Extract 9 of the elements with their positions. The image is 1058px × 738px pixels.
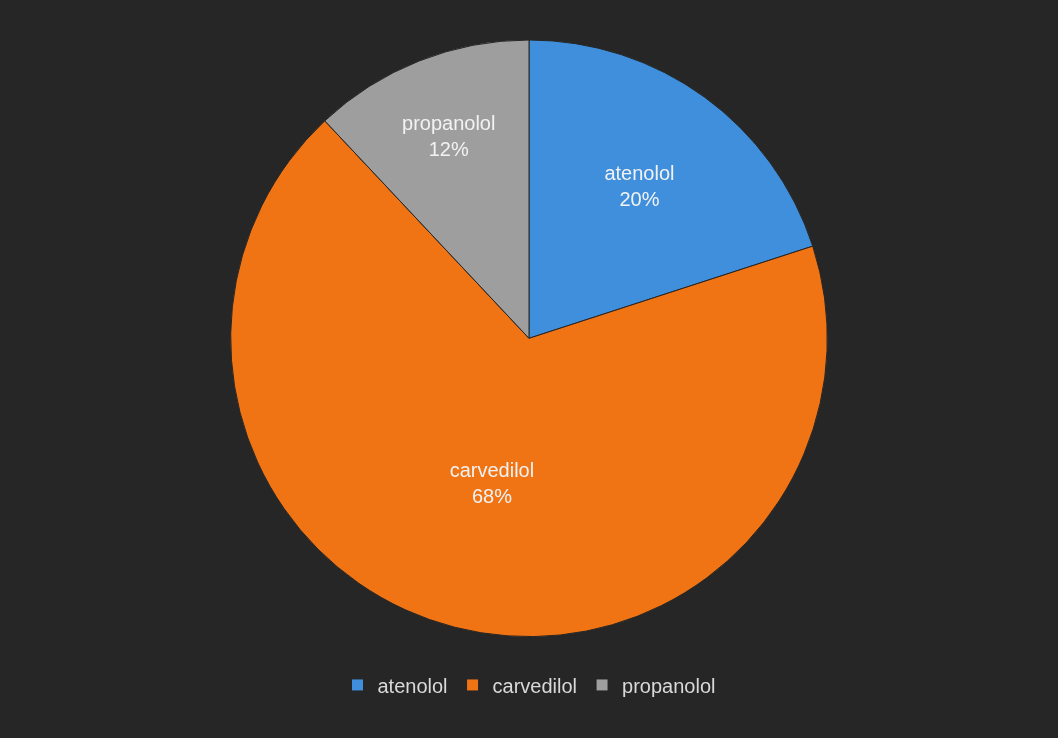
data-label: 20% [619, 188, 660, 211]
data-label: 12% [428, 137, 469, 160]
data-label: 68% [471, 484, 513, 507]
legend-label: carvedilol [492, 674, 578, 697]
slice-label: atenolol [604, 162, 675, 185]
slice-label: carvedilol [449, 458, 535, 481]
slice-label: propanolol [402, 111, 496, 134]
legend-label: atenolol [377, 674, 448, 697]
legend-label: propanolol [622, 674, 716, 697]
